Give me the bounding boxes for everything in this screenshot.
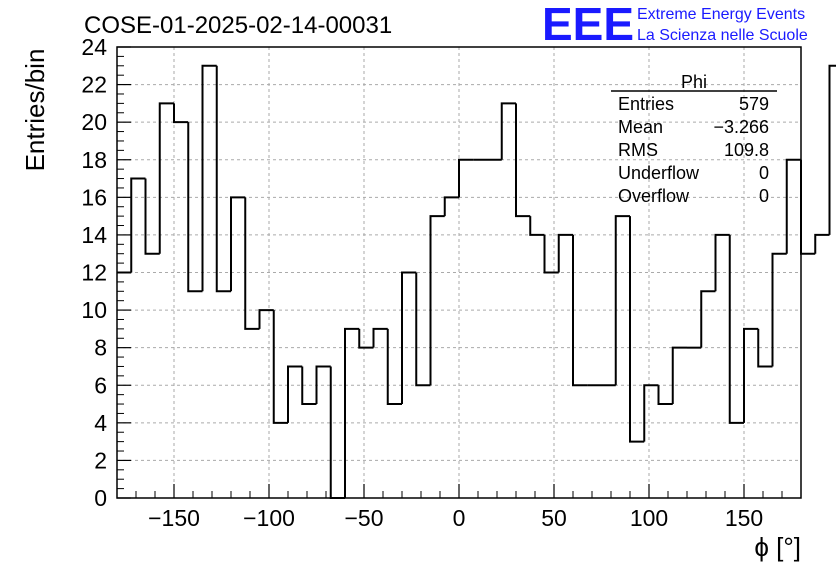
histogram-bin xyxy=(572,234,588,387)
y-tick-label: 14 xyxy=(81,222,107,248)
chart-title: COSE-01-2025-02-14-00031 xyxy=(84,12,392,39)
x-axis-title: ϕ [°] xyxy=(754,532,801,562)
histogram-bin xyxy=(785,158,801,254)
histogram-bin xyxy=(258,309,274,329)
histogram-bin xyxy=(372,327,388,348)
x-tick-labels: −150 −100 −50 0 50 100 150 xyxy=(148,505,763,531)
y-tick-label: 10 xyxy=(81,297,107,323)
histogram-bin xyxy=(529,216,545,236)
histogram-bin xyxy=(230,196,246,292)
histogram-bin xyxy=(557,233,573,273)
histogram-bin xyxy=(358,328,374,349)
stats-row-value: 0 xyxy=(759,186,769,206)
y-tick-label: 12 xyxy=(81,260,107,286)
histogram-bin xyxy=(515,103,531,218)
x-tick-label: 150 xyxy=(725,505,763,531)
y-tick-label: 0 xyxy=(94,485,107,511)
x-tick-label: 100 xyxy=(630,505,668,531)
histogram-bin xyxy=(173,103,189,124)
y-tick-label: 22 xyxy=(81,72,107,98)
stats-row-value: −3.266 xyxy=(713,117,769,137)
stats-box: Phi Entries 579 Mean −3.266 RMS 109.8 Underflo… xyxy=(611,72,777,206)
stats-row-label: Overflow xyxy=(618,186,690,206)
stats-row-label: Mean xyxy=(618,117,663,137)
histogram-bin xyxy=(814,233,830,254)
histogram-bin xyxy=(158,102,174,254)
x-tick-label: 0 xyxy=(453,505,466,531)
y-tick-label: 20 xyxy=(81,109,107,135)
stats-rows: Entries 579 Mean −3.266 RMS 109.8 Underflow 0 Ov… xyxy=(618,94,769,206)
axis-ticks xyxy=(116,46,802,499)
x-tick-label: −150 xyxy=(148,505,200,531)
histogram-bin xyxy=(614,215,630,386)
stats-row-value: 109.8 xyxy=(724,140,769,160)
histogram-bin xyxy=(144,178,160,255)
histogram-bin xyxy=(215,65,231,293)
histogram-bin xyxy=(500,102,516,160)
histogram-bin xyxy=(401,271,417,405)
histogram-bin xyxy=(543,234,559,274)
histogram-bin xyxy=(272,310,288,424)
histogram-bin xyxy=(244,197,260,330)
histogram-bin xyxy=(458,158,474,198)
histogram-bin xyxy=(415,272,431,387)
histogram-bin xyxy=(657,385,673,406)
histogram-bins xyxy=(117,64,836,499)
y-tick-label: 16 xyxy=(81,184,107,210)
histogram-bin xyxy=(315,365,331,405)
y-tick-label: 6 xyxy=(94,372,107,398)
stats-box-title: Phi xyxy=(681,72,707,92)
histogram-bin xyxy=(828,64,836,235)
stats-row-value: 579 xyxy=(739,94,769,114)
histogram-bin xyxy=(714,233,730,292)
y-tick-label: 2 xyxy=(94,447,107,473)
histogram-bin xyxy=(187,122,203,293)
histogram-bin xyxy=(629,216,645,443)
histogram-bin xyxy=(386,328,402,406)
histogram-bin xyxy=(201,64,217,292)
stats-row-value: 0 xyxy=(759,163,769,183)
histogram-bin xyxy=(429,215,445,386)
histogram-bin xyxy=(344,327,360,498)
histogram-bin xyxy=(743,327,759,423)
stats-row-label: Entries xyxy=(618,94,674,114)
y-tick-label: 4 xyxy=(94,410,107,436)
x-tick-label: −50 xyxy=(344,505,383,531)
y-tick-label: 8 xyxy=(94,335,107,361)
x-tick-label: 50 xyxy=(541,505,567,531)
histogram-bin xyxy=(771,252,787,367)
histogram-bin xyxy=(287,365,303,423)
histogram-bin xyxy=(728,234,744,424)
y-axis-title: Entries/bin xyxy=(20,49,50,172)
histogram-bin xyxy=(443,196,459,217)
histogram-bin xyxy=(643,384,659,442)
histogram-bin xyxy=(757,328,773,368)
histogram-bin xyxy=(700,290,716,348)
histogram-bin xyxy=(130,177,146,273)
logo-line-2: La Scienza nelle Scuole xyxy=(637,27,808,44)
stats-row-label: RMS xyxy=(618,140,658,160)
y-tick-label: 18 xyxy=(81,147,107,173)
histogram-bin xyxy=(301,366,317,406)
eee-logo-mark: EEE xyxy=(542,0,634,50)
stats-row-label: Underflow xyxy=(618,163,700,183)
x-tick-label: −100 xyxy=(243,505,295,531)
y-tick-label: 24 xyxy=(81,34,107,60)
eee-logo: EEE Extreme Energy Events La Scienza nel… xyxy=(542,0,808,50)
histogram-bin xyxy=(671,346,687,405)
logo-line-1: Extreme Energy Events xyxy=(637,6,805,23)
